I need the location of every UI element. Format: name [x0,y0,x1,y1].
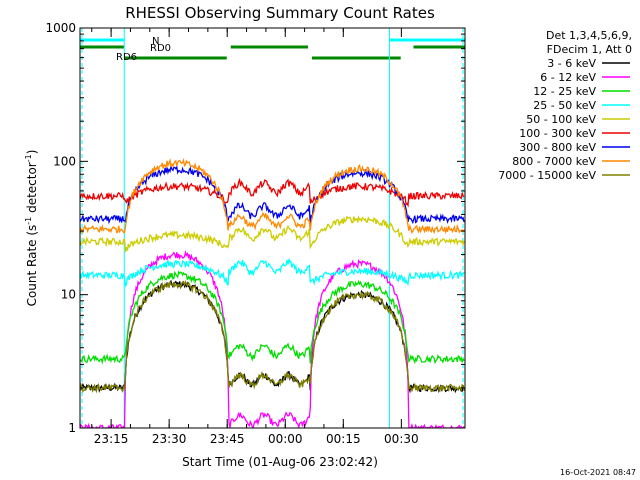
y-axis-label: Count Rate (s-1 detector-1) [24,150,39,307]
y-tick-label: 10 [61,288,76,302]
series-line-300-800-kev [80,164,465,227]
legend: Det 1,3,4,5,6,9,FDecim 1, Att 03 - 6 keV… [498,29,632,182]
legend-label: 100 - 300 keV [519,127,596,140]
legend-label: 3 - 6 keV [547,57,596,70]
x-tick-label: 00:00 [268,432,303,446]
x-axis-label: Start Time (01-Aug-06 23:02:42) [182,455,378,469]
series-line-7000-15000-kev [80,279,465,394]
rd0-flag-label: RD0 [150,43,171,54]
x-tick-label: 23:15 [94,432,129,446]
series-group [80,157,465,428]
series-line-50-100-kev [80,215,465,253]
legend-label: 25 - 50 keV [533,99,596,112]
y-tick-label: 100 [53,154,76,168]
series-line-6-12-kev [80,249,465,428]
x-tick-label: 00:15 [326,432,361,446]
x-tick-label: 00:30 [384,432,419,446]
timestamp: 16-Oct-2021 08:47 [560,468,636,477]
night-flag-label: N [152,36,159,47]
chart-title: RHESSI Observing Summary Count Rates [125,4,435,22]
legend-label: 800 - 7000 keV [512,155,596,168]
legend-label: 12 - 25 keV [533,85,596,98]
y-tick-label: 1 [68,421,76,435]
x-tick-label: 23:45 [210,432,245,446]
legend-label: 7000 - 15000 keV [498,169,596,182]
legend-header: FDecim 1, Att 0 [547,43,632,56]
series-line-12-25-kev [80,270,465,365]
y-axis: 1 10 100 1000 [45,21,465,435]
rd6-flag-label: RD6 [116,52,137,63]
legend-label: 6 - 12 keV [540,71,596,84]
x-axis: 23:15 23:30 23:45 00:00 00:15 00:30 [91,28,419,446]
series-line-25-50-kev [80,258,465,288]
legend-label: 300 - 800 keV [519,141,596,154]
y-tick-label: 1000 [45,21,76,35]
legend-header: Det 1,3,4,5,6,9, [546,29,632,42]
legend-label: 50 - 100 keV [526,113,596,126]
series-line-800-7000-kev [80,157,465,235]
x-tick-label: 23:30 [152,432,187,446]
plot-frame [79,27,466,429]
plot-series [80,157,465,428]
